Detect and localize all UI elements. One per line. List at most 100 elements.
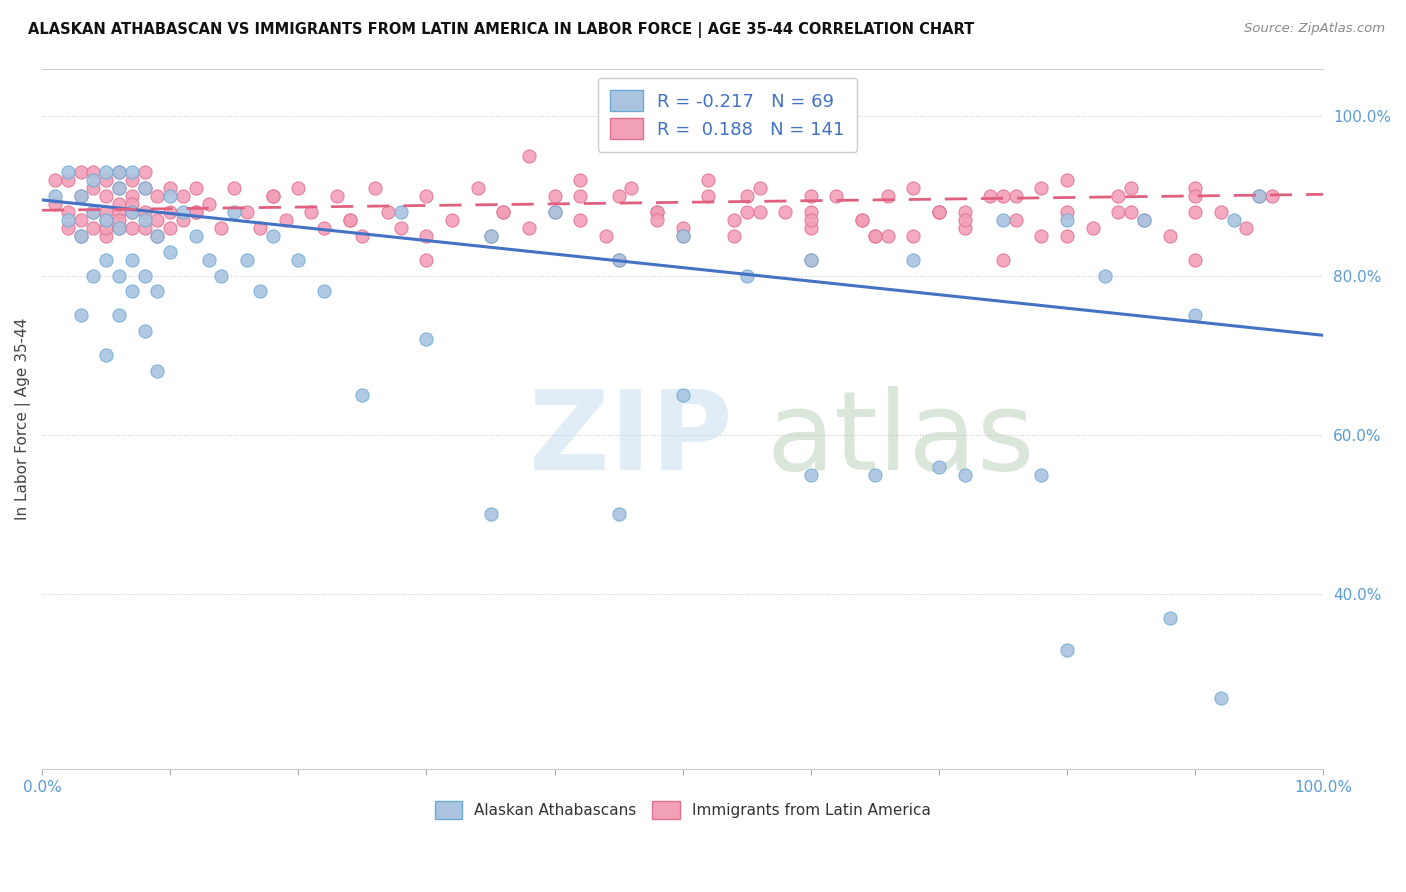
Legend: Alaskan Athabascans, Immigrants from Latin America: Alaskan Athabascans, Immigrants from Lat… [429,795,936,825]
Point [595,228,617,243]
Point [735,268,758,283]
Point [1031,228,1053,243]
Point [108,309,131,323]
Point [69,189,91,203]
Point [800,205,823,219]
Point [1133,212,1156,227]
Point [1119,205,1142,219]
Point [1107,205,1129,219]
Point [121,173,143,187]
Point [800,252,823,267]
Point [389,205,412,219]
Point [96,212,118,227]
Point [607,252,630,267]
Point [69,228,91,243]
Point [672,220,695,235]
Point [184,205,207,219]
Point [134,220,156,235]
Point [82,173,104,187]
Point [108,181,131,195]
Point [134,324,156,338]
Point [1031,467,1053,482]
Point [773,205,796,219]
Point [262,228,284,243]
Point [82,205,104,219]
Point [1249,189,1271,203]
Point [69,228,91,243]
Point [928,205,950,219]
Point [800,220,823,235]
Point [863,228,886,243]
Point [172,212,194,227]
Point [492,205,515,219]
Point [159,189,181,203]
Point [672,388,695,402]
Point [1056,205,1078,219]
Point [159,181,181,195]
Point [44,197,66,211]
Point [1094,268,1116,283]
Point [96,252,118,267]
Point [184,181,207,195]
Point [108,197,131,211]
Text: Source: ZipAtlas.com: Source: ZipAtlas.com [1244,22,1385,36]
Point [96,220,118,235]
Point [197,252,219,267]
Point [287,252,309,267]
Point [134,181,156,195]
Point [1031,181,1053,195]
Point [1234,220,1257,235]
Point [108,220,131,235]
Point [44,189,66,203]
Point [1119,181,1142,195]
Point [1184,252,1206,267]
Point [479,508,502,522]
Point [146,285,169,299]
Point [224,205,246,219]
Point [146,228,169,243]
Point [1133,212,1156,227]
Point [159,244,181,259]
Point [607,189,630,203]
Point [863,228,886,243]
Point [236,252,259,267]
Point [56,165,79,179]
Point [184,228,207,243]
Point [96,189,118,203]
Point [211,268,233,283]
Text: ZIP: ZIP [529,386,733,493]
Point [697,189,720,203]
Point [184,205,207,219]
Point [96,165,118,179]
Point [543,205,565,219]
Point [876,189,898,203]
Point [991,189,1014,203]
Point [339,212,361,227]
Point [1209,690,1232,705]
Point [569,189,592,203]
Point [249,285,271,299]
Point [364,181,387,195]
Point [748,205,770,219]
Point [1209,205,1232,219]
Point [415,189,437,203]
Point [146,228,169,243]
Point [415,252,437,267]
Point [415,332,437,346]
Point [492,205,515,219]
Point [96,348,118,362]
Point [96,205,118,219]
Point [389,220,412,235]
Point [69,309,91,323]
Point [517,149,540,163]
Point [377,205,399,219]
Point [44,173,66,187]
Point [69,212,91,227]
Point [607,508,630,522]
Point [326,189,349,203]
Point [96,228,118,243]
Point [172,189,194,203]
Point [1184,189,1206,203]
Point [69,165,91,179]
Point [825,189,848,203]
